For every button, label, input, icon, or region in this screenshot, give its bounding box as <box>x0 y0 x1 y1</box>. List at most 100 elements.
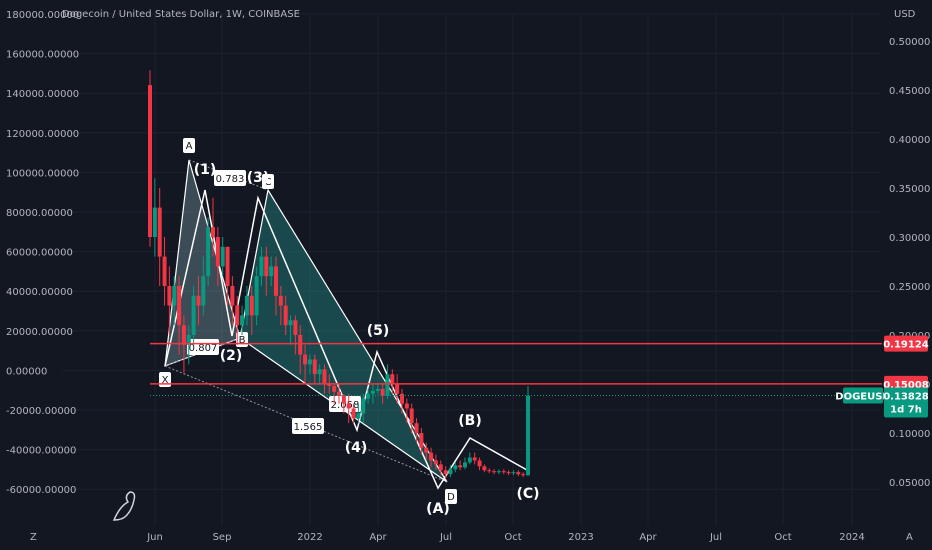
candle-body <box>346 403 351 409</box>
candle-body <box>404 403 409 409</box>
harmonic-point-label: D <box>447 492 455 503</box>
x-axis-tick: Jul <box>709 532 722 543</box>
elliott-wave-line <box>164 189 528 490</box>
elliott-wave-label: (2) <box>220 348 243 364</box>
elliott-wave-label: (A) <box>426 501 450 517</box>
candle-body <box>230 286 235 306</box>
candle-body <box>293 320 298 335</box>
x-axis-tick: 2022 <box>297 532 322 543</box>
x-axis-tick: Apr <box>639 532 657 543</box>
candle-body <box>487 470 492 472</box>
candle-body <box>181 325 186 345</box>
harmonic-point-label: B <box>239 335 246 346</box>
candle-body <box>157 207 162 257</box>
candle-body <box>278 295 283 306</box>
candle-body <box>225 246 230 286</box>
currency-label: USD <box>894 9 916 20</box>
x-axis-tick: 2023 <box>568 532 593 543</box>
left-axis-tick: 100000.00000 <box>6 168 79 179</box>
candle-body <box>395 384 400 394</box>
ratio-label: 2.058 <box>331 400 360 411</box>
candle-body <box>201 276 206 306</box>
candle-body <box>172 286 177 306</box>
left-axis-tick: 120000.00000 <box>6 129 79 140</box>
candle-body <box>298 335 303 355</box>
right-axis-tick: 0.10000 <box>889 429 930 440</box>
candle-body <box>429 452 434 461</box>
ratio-box <box>329 396 361 412</box>
harmonic-point-label: A <box>186 141 193 152</box>
elliott-wave-label: (5) <box>367 323 390 339</box>
candle-body <box>463 462 467 468</box>
left-axis-tick: -60000.00000 <box>6 485 76 496</box>
candle-body <box>148 85 152 237</box>
tradingview-logo-icon <box>112 491 136 521</box>
right-axis-tick: 0.45000 <box>889 86 930 97</box>
candle-body <box>322 369 327 384</box>
elliott-wave-label: (3) <box>247 170 270 186</box>
left-axis-tick: 80000.00000 <box>6 208 73 219</box>
candle-body <box>307 359 312 365</box>
candle-body <box>472 457 477 461</box>
candle-body <box>206 227 211 277</box>
candle-body <box>375 388 380 391</box>
candle-body <box>283 305 288 326</box>
candle-body <box>370 390 375 394</box>
candle-body <box>152 207 157 237</box>
left-axis-tick: 60000.00000 <box>6 248 73 259</box>
ratio-box <box>214 170 246 186</box>
elliott-wave-label: (1) <box>194 162 217 178</box>
left-axis-tick: 160000.00000 <box>6 50 79 61</box>
zoom-icon[interactable]: Z <box>30 532 37 543</box>
candle-body <box>467 457 472 463</box>
x-axis-tick: Jul <box>439 532 452 543</box>
auto-scale-icon[interactable]: A <box>906 532 913 543</box>
candle-body <box>526 395 530 476</box>
candle-body <box>438 464 443 471</box>
candle-body <box>215 237 220 267</box>
harmonic-point-box <box>262 174 274 189</box>
candle-body <box>433 460 438 465</box>
ratio-label: 1.565 <box>294 422 323 433</box>
candle-body <box>400 393 404 404</box>
candle-body <box>303 354 308 365</box>
ratio-box <box>292 418 324 434</box>
right-axis-tick: 0.25000 <box>889 282 930 293</box>
left-axis-tick: 20000.00000 <box>6 327 73 338</box>
candle-body <box>288 320 293 326</box>
candle-body <box>312 359 317 375</box>
x-axis-tick: Oct <box>774 532 791 543</box>
candle-body <box>366 393 371 399</box>
x-axis-tick: Apr <box>369 532 387 543</box>
candle-body <box>385 374 390 396</box>
price-level-tag-text: 0.19124 <box>883 340 929 351</box>
candle-body <box>264 256 269 277</box>
candle-body <box>492 471 497 473</box>
candle-body <box>240 315 245 326</box>
elliott-wave-label: (C) <box>516 486 539 502</box>
x-axis-tick: Sep <box>213 532 232 543</box>
left-axis-tick: 180000.00000 <box>6 10 79 21</box>
candle-body <box>196 295 201 306</box>
candle-body <box>162 256 167 286</box>
candle-body <box>380 388 385 396</box>
left-axis-tick: 0.00000 <box>6 366 47 377</box>
candle-body <box>186 335 191 345</box>
candle-body <box>167 286 172 306</box>
candle-body <box>220 246 225 267</box>
candle-body <box>409 408 414 424</box>
harmonic-point-label: C <box>265 177 272 188</box>
ratio-label: 0.807 <box>189 343 218 354</box>
candle-body <box>496 471 501 473</box>
left-axis-tick: -40000.00000 <box>6 446 76 457</box>
ratio-label: 0.783 <box>216 174 245 185</box>
candle-body <box>458 465 463 468</box>
candle-body <box>332 385 337 392</box>
right-axis-tick: 0.50000 <box>889 37 930 48</box>
candle-body <box>235 305 240 326</box>
harmonic-point-box <box>445 489 457 504</box>
right-axis-tick: 0.30000 <box>889 233 930 244</box>
candle-body <box>414 423 419 433</box>
candle-body <box>516 472 521 475</box>
